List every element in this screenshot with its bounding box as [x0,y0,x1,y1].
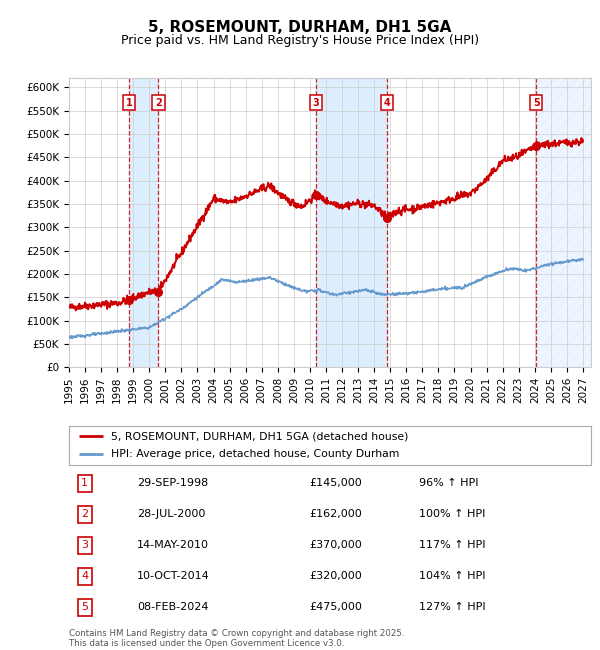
Bar [536,78,591,367]
Text: HPI: Average price, detached house, County Durham: HPI: Average price, detached house, Coun… [111,449,399,459]
Text: 104% ↑ HPI: 104% ↑ HPI [419,571,485,581]
Text: 2: 2 [155,98,162,108]
Text: £162,000: £162,000 [309,510,362,519]
Text: 4: 4 [383,98,390,108]
Text: £320,000: £320,000 [309,571,362,581]
Text: 117% ↑ HPI: 117% ↑ HPI [419,540,485,551]
Bar [129,78,158,367]
Text: 2: 2 [81,510,88,519]
Text: 29-SEP-1998: 29-SEP-1998 [137,478,208,488]
Text: 08-FEB-2024: 08-FEB-2024 [137,603,208,612]
Text: 4: 4 [81,571,88,581]
Bar [316,78,386,367]
Text: 5: 5 [533,98,540,108]
Text: 3: 3 [313,98,319,108]
Text: 3: 3 [81,540,88,551]
Text: 14-MAY-2010: 14-MAY-2010 [137,540,209,551]
Text: Price paid vs. HM Land Registry's House Price Index (HPI): Price paid vs. HM Land Registry's House … [121,34,479,47]
Text: 127% ↑ HPI: 127% ↑ HPI [419,603,485,612]
Text: 96% ↑ HPI: 96% ↑ HPI [419,478,478,488]
Text: 5, ROSEMOUNT, DURHAM, DH1 5GA (detached house): 5, ROSEMOUNT, DURHAM, DH1 5GA (detached … [111,432,408,441]
Text: Contains HM Land Registry data © Crown copyright and database right 2025.
This d: Contains HM Land Registry data © Crown c… [69,629,404,648]
Text: 5: 5 [81,603,88,612]
Text: 5, ROSEMOUNT, DURHAM, DH1 5GA: 5, ROSEMOUNT, DURHAM, DH1 5GA [148,20,452,34]
Text: 10-OCT-2014: 10-OCT-2014 [137,571,209,581]
Text: 1: 1 [81,478,88,488]
Text: 1: 1 [126,98,133,108]
Text: £475,000: £475,000 [309,603,362,612]
Text: 28-JUL-2000: 28-JUL-2000 [137,510,205,519]
Text: £370,000: £370,000 [309,540,362,551]
Text: £145,000: £145,000 [309,478,362,488]
Text: 100% ↑ HPI: 100% ↑ HPI [419,510,485,519]
